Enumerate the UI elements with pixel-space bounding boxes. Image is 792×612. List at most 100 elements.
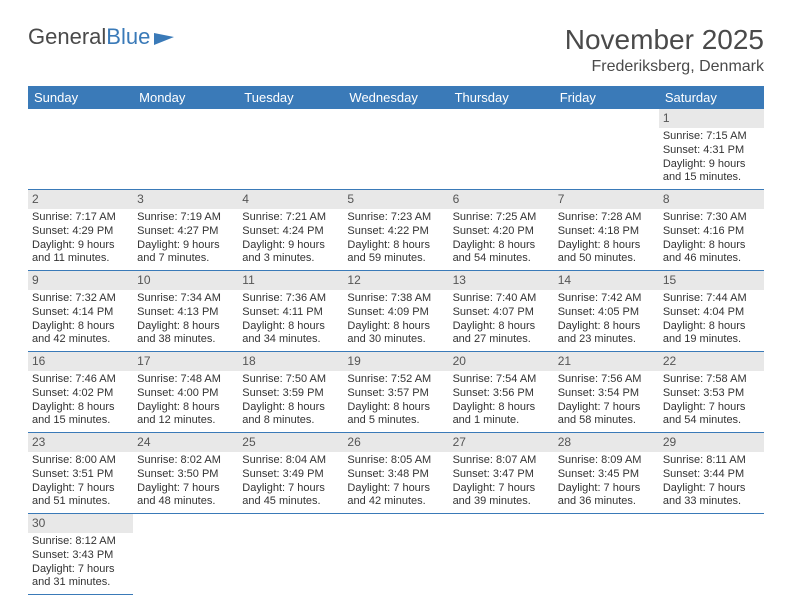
cell-line: and 1 minute. (453, 414, 550, 428)
day-number: 29 (659, 433, 764, 452)
cell-line: and 31 minutes. (32, 576, 129, 590)
cell-line: Sunset: 4:11 PM (242, 306, 339, 320)
cell-line: and 19 minutes. (663, 333, 760, 347)
day-cell (343, 514, 448, 595)
col-wednesday: Wednesday (343, 86, 448, 109)
day-number: 16 (28, 352, 133, 371)
cell-line: Daylight: 8 hours (137, 320, 234, 334)
cell-line: Sunrise: 7:28 AM (558, 211, 655, 225)
cell-line: Daylight: 8 hours (242, 401, 339, 415)
day-cell: 30Sunrise: 8:12 AMSunset: 3:43 PMDayligh… (28, 514, 133, 595)
cell-line: Daylight: 7 hours (453, 482, 550, 496)
cell-line: Sunset: 4:02 PM (32, 387, 129, 401)
calendar-table: Sunday Monday Tuesday Wednesday Thursday… (28, 86, 764, 595)
cell-line: and 38 minutes. (137, 333, 234, 347)
cell-line: Sunset: 4:04 PM (663, 306, 760, 320)
day-cell: 26Sunrise: 8:05 AMSunset: 3:48 PMDayligh… (343, 433, 448, 514)
cell-line: Sunrise: 7:54 AM (453, 373, 550, 387)
cell-line: Sunrise: 7:38 AM (347, 292, 444, 306)
logo: GeneralBlue (28, 24, 174, 50)
cell-line: Sunrise: 8:09 AM (558, 454, 655, 468)
day-cell (659, 514, 764, 595)
cell-line: Daylight: 7 hours (558, 401, 655, 415)
cell-line: and 54 minutes. (453, 252, 550, 266)
cell-line: Sunrise: 8:04 AM (242, 454, 339, 468)
cell-line: Sunrise: 8:07 AM (453, 454, 550, 468)
logo-text-part1: General (28, 24, 106, 50)
flag-icon (154, 29, 174, 45)
day-cell: 16Sunrise: 7:46 AMSunset: 4:02 PMDayligh… (28, 352, 133, 433)
cell-line: Sunset: 4:18 PM (558, 225, 655, 239)
cell-line: and 42 minutes. (347, 495, 444, 509)
cell-line: and 7 minutes. (137, 252, 234, 266)
cell-line: Sunset: 3:53 PM (663, 387, 760, 401)
cell-line: Daylight: 8 hours (347, 401, 444, 415)
day-cell: 25Sunrise: 8:04 AMSunset: 3:49 PMDayligh… (238, 433, 343, 514)
cell-line: and 51 minutes. (32, 495, 129, 509)
cell-line: Sunset: 3:43 PM (32, 549, 129, 563)
cell-line: Daylight: 7 hours (32, 482, 129, 496)
cell-line: and 27 minutes. (453, 333, 550, 347)
cell-line: Sunset: 3:57 PM (347, 387, 444, 401)
day-cell (554, 514, 659, 595)
cell-line: Sunrise: 7:25 AM (453, 211, 550, 225)
cell-line: and 33 minutes. (663, 495, 760, 509)
cell-line: Sunset: 3:49 PM (242, 468, 339, 482)
week-row: 23Sunrise: 8:00 AMSunset: 3:51 PMDayligh… (28, 433, 764, 514)
day-cell: 13Sunrise: 7:40 AMSunset: 4:07 PMDayligh… (449, 271, 554, 352)
cell-line: Daylight: 7 hours (558, 482, 655, 496)
cell-line: Sunset: 4:14 PM (32, 306, 129, 320)
cell-line: Sunrise: 7:44 AM (663, 292, 760, 306)
cell-line: Daylight: 8 hours (453, 239, 550, 253)
cell-line: Daylight: 8 hours (663, 320, 760, 334)
cell-line: Sunset: 4:05 PM (558, 306, 655, 320)
weekday-header-row: Sunday Monday Tuesday Wednesday Thursday… (28, 86, 764, 109)
cell-line: Daylight: 9 hours (137, 239, 234, 253)
day-cell (28, 109, 133, 190)
day-cell: 24Sunrise: 8:02 AMSunset: 3:50 PMDayligh… (133, 433, 238, 514)
day-cell: 11Sunrise: 7:36 AMSunset: 4:11 PMDayligh… (238, 271, 343, 352)
cell-line: Daylight: 7 hours (663, 482, 760, 496)
cell-line: Sunset: 3:59 PM (242, 387, 339, 401)
cell-line: Sunset: 4:29 PM (32, 225, 129, 239)
cell-line: Daylight: 7 hours (347, 482, 444, 496)
cell-line: Sunset: 4:13 PM (137, 306, 234, 320)
day-cell: 21Sunrise: 7:56 AMSunset: 3:54 PMDayligh… (554, 352, 659, 433)
day-number: 7 (554, 190, 659, 209)
day-cell: 4Sunrise: 7:21 AMSunset: 4:24 PMDaylight… (238, 190, 343, 271)
day-number: 22 (659, 352, 764, 371)
day-cell: 10Sunrise: 7:34 AMSunset: 4:13 PMDayligh… (133, 271, 238, 352)
week-row: 1Sunrise: 7:15 AMSunset: 4:31 PMDaylight… (28, 109, 764, 190)
day-cell: 2Sunrise: 7:17 AMSunset: 4:29 PMDaylight… (28, 190, 133, 271)
cell-line: Sunset: 4:00 PM (137, 387, 234, 401)
cell-line: Daylight: 8 hours (558, 239, 655, 253)
cell-line: and 46 minutes. (663, 252, 760, 266)
cell-line: Sunrise: 8:12 AM (32, 535, 129, 549)
cell-line: and 15 minutes. (32, 414, 129, 428)
cell-line: Sunrise: 8:00 AM (32, 454, 129, 468)
cell-line: Sunset: 3:50 PM (137, 468, 234, 482)
cell-line: Daylight: 8 hours (347, 239, 444, 253)
day-cell: 22Sunrise: 7:58 AMSunset: 3:53 PMDayligh… (659, 352, 764, 433)
cell-line: and 30 minutes. (347, 333, 444, 347)
day-cell: 5Sunrise: 7:23 AMSunset: 4:22 PMDaylight… (343, 190, 448, 271)
day-cell (238, 109, 343, 190)
day-number: 12 (343, 271, 448, 290)
day-cell (343, 109, 448, 190)
cell-line: Daylight: 9 hours (32, 239, 129, 253)
cell-line: Sunset: 4:20 PM (453, 225, 550, 239)
col-monday: Monday (133, 86, 238, 109)
cell-line: Sunrise: 7:50 AM (242, 373, 339, 387)
day-number: 17 (133, 352, 238, 371)
col-thursday: Thursday (449, 86, 554, 109)
cell-line: Sunrise: 7:58 AM (663, 373, 760, 387)
day-cell (449, 109, 554, 190)
day-cell: 29Sunrise: 8:11 AMSunset: 3:44 PMDayligh… (659, 433, 764, 514)
day-cell: 7 Sunrise: 7:28 AMSunset: 4:18 PMDaylight… (554, 190, 659, 271)
cell-line: and 42 minutes. (32, 333, 129, 347)
cell-line: Sunrise: 7:32 AM (32, 292, 129, 306)
day-number: 10 (133, 271, 238, 290)
day-number: 6 (449, 190, 554, 209)
cell-line: and 15 minutes. (663, 171, 760, 185)
cell-line: Sunrise: 7:42 AM (558, 292, 655, 306)
